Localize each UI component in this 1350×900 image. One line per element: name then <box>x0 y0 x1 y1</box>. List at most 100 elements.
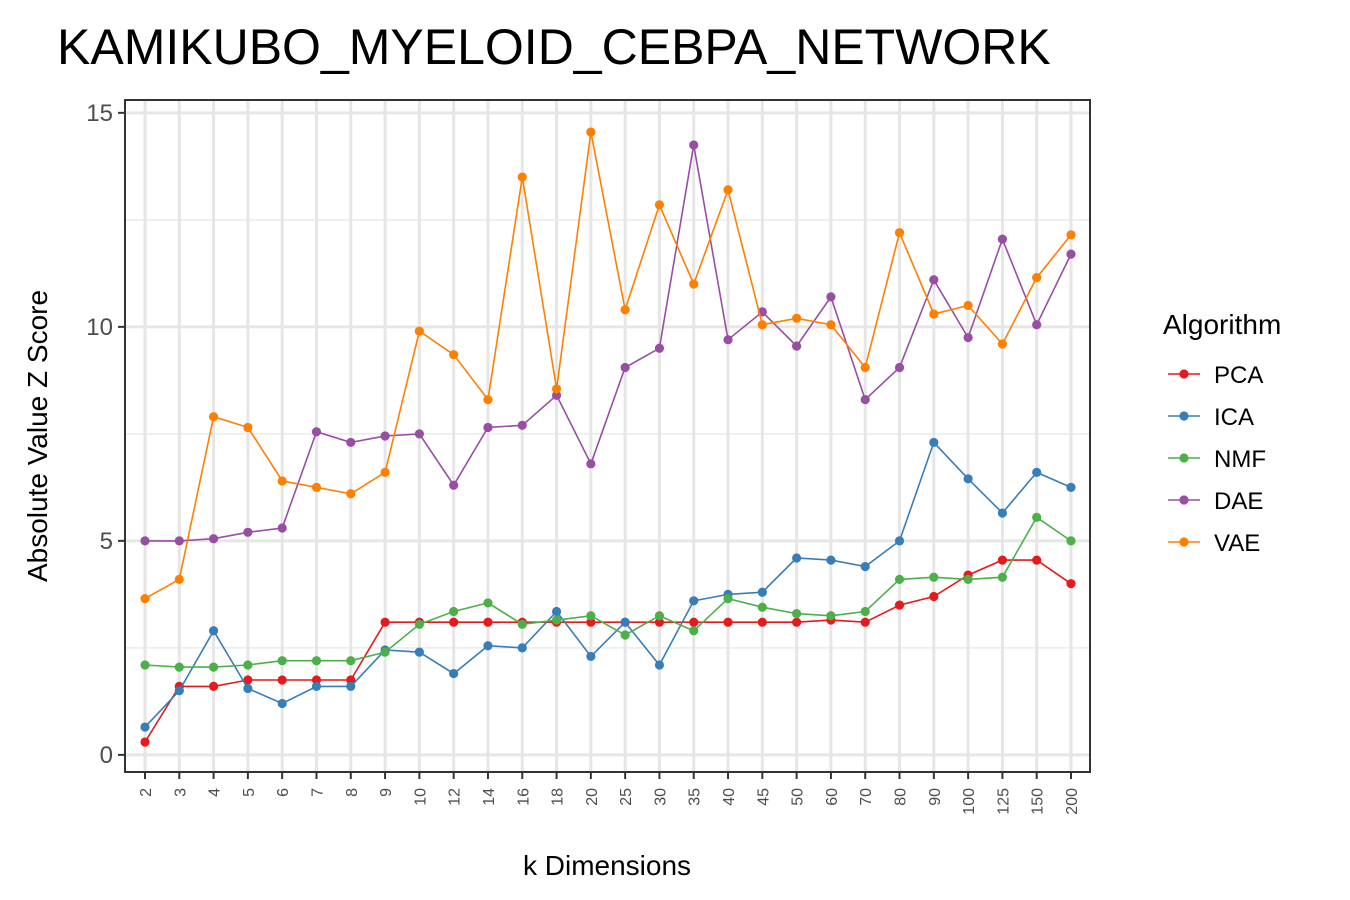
x-tick-label: 8 <box>344 788 361 797</box>
x-tick-label: 6 <box>275 788 292 797</box>
data-point-ica <box>929 437 939 448</box>
data-point-dae <box>826 292 836 302</box>
plot-panel-border <box>124 99 1091 773</box>
data-point-pca <box>894 600 905 610</box>
data-point-dae <box>483 422 493 433</box>
data-point-ica <box>551 606 562 617</box>
data-point-ica <box>140 722 150 732</box>
data-point-vae <box>483 395 493 405</box>
data-point-pca <box>140 737 150 747</box>
data-point-dae <box>1032 320 1042 330</box>
data-point-nmf <box>174 662 184 672</box>
data-point-vae <box>894 228 905 238</box>
series-pca <box>140 555 1076 747</box>
x-tick-label: 200 <box>1064 788 1081 815</box>
legend-key-point-vae <box>1179 537 1189 547</box>
data-point-ica <box>963 474 973 484</box>
x-tick-label: 150 <box>1030 788 1047 815</box>
legend-label-dae: DAE <box>1214 488 1263 515</box>
data-point-dae <box>380 431 390 441</box>
x-tick-label: 45 <box>755 788 772 806</box>
data-point-dae <box>860 395 870 405</box>
data-point-nmf <box>243 660 253 670</box>
data-point-nmf <box>894 574 905 584</box>
series-layer <box>140 127 1076 747</box>
legend-label-ica: ICA <box>1214 404 1254 431</box>
x-tick-label: 18 <box>550 788 567 806</box>
x-tick-label: 70 <box>858 788 875 806</box>
series-line-nmf <box>144 516 1072 668</box>
data-point-ica <box>1066 482 1076 492</box>
series-line-pca <box>144 559 1072 743</box>
data-point-dae <box>174 536 184 546</box>
legend-title: Algorithm <box>1163 309 1281 340</box>
data-point-pca <box>346 675 356 685</box>
grid <box>125 100 1090 772</box>
x-tick-label: 50 <box>790 788 807 806</box>
data-point-nmf <box>826 611 836 621</box>
data-point-pca <box>860 617 870 627</box>
data-point-nmf <box>757 602 767 612</box>
data-point-ica <box>208 626 219 636</box>
legend-key-point-dae <box>1179 495 1189 505</box>
y-axis-title: Absolute Value Z Score <box>22 290 53 582</box>
data-point-pca <box>757 617 767 627</box>
x-tick-label: 2 <box>138 788 155 797</box>
data-point-nmf <box>208 662 219 672</box>
data-point-vae <box>689 279 699 289</box>
data-point-vae <box>243 422 253 433</box>
data-point-pca <box>277 675 287 685</box>
data-point-nmf <box>414 619 424 629</box>
data-point-pca <box>449 617 459 627</box>
data-point-dae <box>929 275 939 285</box>
data-point-vae <box>1066 230 1076 240</box>
data-point-nmf <box>449 606 459 617</box>
legend-label-pca: PCA <box>1214 362 1263 389</box>
data-point-dae <box>277 523 287 533</box>
data-point-dae <box>894 362 905 373</box>
x-tick-label: 10 <box>412 788 429 806</box>
series-ica <box>140 437 1076 732</box>
data-point-dae <box>551 390 562 400</box>
data-point-dae <box>792 341 802 351</box>
legend-key-point-ica <box>1179 411 1189 421</box>
data-point-nmf <box>654 611 665 621</box>
data-point-nmf <box>1032 512 1042 522</box>
data-point-ica <box>1032 467 1042 477</box>
data-point-dae <box>997 234 1008 244</box>
legend-key-point-nmf <box>1179 453 1189 463</box>
x-tick-label: 16 <box>515 788 532 806</box>
data-point-pca <box>586 617 596 627</box>
data-point-dae <box>243 527 253 537</box>
data-point-ica <box>586 651 596 662</box>
data-point-ica <box>414 647 424 657</box>
data-point-vae <box>277 476 287 486</box>
data-point-vae <box>311 482 322 492</box>
data-point-vae <box>140 594 150 604</box>
data-point-dae <box>208 534 219 544</box>
data-point-nmf <box>620 630 630 640</box>
data-point-nmf <box>551 615 562 625</box>
data-point-dae <box>723 335 733 345</box>
x-axis: 2 3 4 5 6 7 8 9 10 12 14 16 18 20 25 30 35 40 45 50 60 70 80 90… <box>138 772 1081 815</box>
data-point-vae <box>723 185 733 195</box>
legend-key-point-pca <box>1179 369 1189 379</box>
data-point-dae <box>1066 249 1076 259</box>
data-point-vae <box>929 309 939 319</box>
data-point-nmf <box>346 656 356 666</box>
data-point-nmf <box>860 606 870 617</box>
data-point-nmf <box>311 656 322 666</box>
data-point-dae <box>517 420 527 430</box>
data-point-pca <box>792 617 802 627</box>
data-point-pca <box>1066 579 1076 589</box>
series-line-vae <box>144 131 1072 600</box>
data-point-vae <box>174 574 184 584</box>
data-point-ica <box>894 536 905 546</box>
data-point-dae <box>140 536 150 546</box>
data-point-ica <box>174 686 184 696</box>
data-point-vae <box>792 313 802 323</box>
data-point-ica <box>689 596 699 606</box>
data-point-ica <box>860 561 870 572</box>
x-tick-label: 25 <box>618 788 635 806</box>
series-vae <box>140 127 1076 604</box>
